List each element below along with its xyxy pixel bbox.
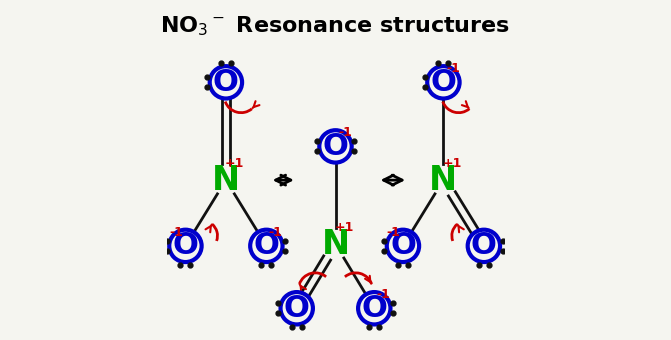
Text: O: O — [172, 232, 199, 260]
Text: +1: +1 — [442, 157, 462, 170]
Text: O: O — [254, 232, 279, 260]
Text: O: O — [284, 294, 309, 323]
Text: O: O — [323, 132, 348, 161]
Text: -1: -1 — [339, 126, 352, 139]
Text: -1: -1 — [377, 288, 391, 301]
Text: O: O — [390, 232, 416, 260]
Text: +1: +1 — [225, 157, 244, 170]
Text: -1: -1 — [386, 226, 401, 239]
Text: N: N — [429, 164, 458, 197]
Text: O: O — [471, 232, 497, 260]
Text: N: N — [212, 164, 240, 197]
Text: NO$_3$$^-$ Resonance structures: NO$_3$$^-$ Resonance structures — [160, 15, 511, 38]
Text: -1: -1 — [169, 226, 183, 239]
Text: O: O — [431, 68, 456, 97]
Text: O: O — [362, 294, 387, 323]
Text: -1: -1 — [447, 62, 460, 75]
Text: N: N — [321, 228, 350, 261]
Text: -1: -1 — [269, 226, 282, 239]
Text: +1: +1 — [334, 221, 354, 234]
Text: O: O — [213, 68, 239, 97]
